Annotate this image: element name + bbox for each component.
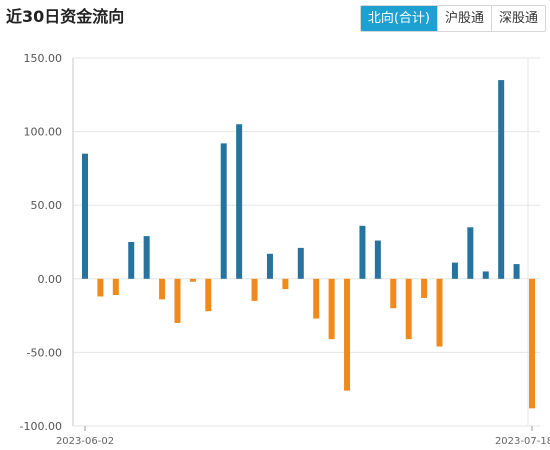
outflow-bar xyxy=(421,278,428,298)
outflow-bar xyxy=(97,278,104,297)
y-tick-label: 150.00 xyxy=(24,52,63,65)
grid-layer xyxy=(73,57,540,427)
bars-layer xyxy=(82,80,535,409)
outflow-bar xyxy=(112,278,119,295)
inflow-bar xyxy=(451,262,458,279)
outflow-bar xyxy=(436,278,443,347)
y-tick-label: -50.00 xyxy=(27,346,62,359)
outflow-bar xyxy=(344,278,351,391)
page-title: 近30日资金流向 xyxy=(6,7,125,26)
outflow-bar xyxy=(282,278,289,290)
outflow-bar xyxy=(529,278,535,409)
inflow-bar xyxy=(266,253,273,279)
inflow-bar xyxy=(82,153,88,279)
outflow-bar xyxy=(251,278,258,301)
x-start-label: 2023-06-02 xyxy=(56,436,114,447)
y-tick-label: 100.00 xyxy=(24,126,63,139)
inflow-bar xyxy=(236,124,243,279)
inflow-bar xyxy=(359,225,366,279)
inflow-bar xyxy=(467,227,474,279)
x-end-label: 2023-07-18 xyxy=(495,436,550,447)
capital-flow-chart: 150.00 100.00 50.00 0.00 -50.00 -100.00 2023-0… xyxy=(20,52,550,447)
axis-layer: 150.00 100.00 50.00 0.00 -50.00 -100.00 2023-0… xyxy=(20,52,550,447)
inflow-bar xyxy=(498,80,505,279)
inflow-bar xyxy=(128,242,135,279)
outflow-bar xyxy=(174,278,181,323)
inflow-bar xyxy=(482,271,489,279)
market-tabs: 北向(合计) 沪股通 深股通 xyxy=(359,5,546,32)
inflow-bar xyxy=(297,247,304,279)
tab-northbound-total[interactable]: 北向(合计) xyxy=(360,6,437,31)
inflow-bar xyxy=(374,240,381,279)
inflow-bar xyxy=(220,143,227,279)
outflow-bar xyxy=(390,278,397,309)
y-tick-label: -100.00 xyxy=(20,420,62,433)
tab-shenzhen-connect[interactable]: 深股通 xyxy=(490,6,545,31)
inflow-bar xyxy=(513,264,520,279)
y-tick-label: 0.00 xyxy=(38,273,63,286)
outflow-bar xyxy=(405,278,412,340)
inflow-bar xyxy=(143,236,150,279)
outflow-bar xyxy=(328,278,335,340)
outflow-bar xyxy=(159,278,166,300)
y-tick-label: 50.00 xyxy=(31,199,63,212)
outflow-bar xyxy=(313,278,320,319)
outflow-bar xyxy=(189,278,196,282)
outflow-bar xyxy=(205,278,212,312)
tab-shanghai-connect[interactable]: 沪股通 xyxy=(436,6,491,31)
